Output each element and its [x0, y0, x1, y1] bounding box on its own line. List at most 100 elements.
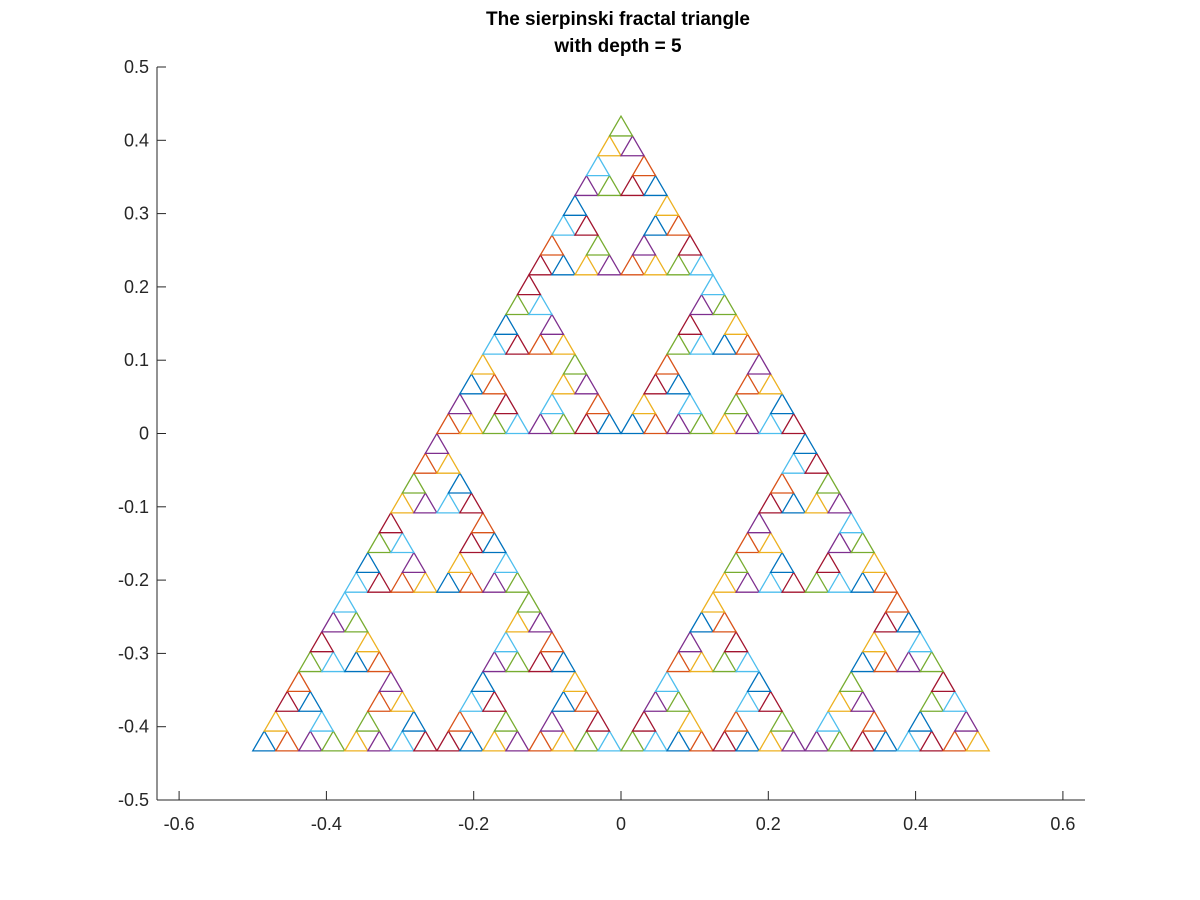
fractal-triangle — [481, 650, 508, 673]
fractal-triangle — [458, 690, 485, 712]
fractal-triangle — [481, 690, 508, 712]
fractal-triangle — [550, 253, 577, 276]
fractal-triangle — [734, 650, 761, 673]
fractal-triangle — [493, 630, 519, 653]
fractal-triangle — [780, 412, 807, 435]
fractal-triangle — [596, 134, 623, 157]
fractal-triangle — [631, 392, 657, 415]
y-tick-label: 0.3 — [124, 204, 149, 224]
fractal-triangle — [516, 273, 542, 296]
fractal-triangle — [585, 233, 611, 256]
fractal-triangle — [481, 531, 508, 554]
fractal-triangle — [527, 610, 554, 633]
y-tick-label: 0 — [139, 424, 149, 444]
fractal-triangle — [642, 729, 669, 752]
y-axis: -0.5 -0.4 -0.3 -0.2 -0.1 0 0.1 0.2 0.3 0.4 0.5 — [118, 57, 166, 810]
fractal-triangle — [470, 511, 496, 534]
fractal-triangle — [550, 729, 577, 752]
fractal-triangle — [596, 174, 623, 197]
x-axis: -0.6 -0.4 -0.2 0 0.2 0.4 0.6 — [157, 791, 1085, 834]
fractal-triangle — [804, 729, 830, 752]
fractal-triangle — [734, 531, 761, 554]
fractal-triangle — [608, 114, 634, 137]
fractal-triangle — [470, 352, 496, 375]
fractal-triangle — [596, 729, 623, 752]
fractal-triangle — [827, 729, 853, 752]
fractal-triangle — [780, 491, 807, 514]
fractal-triangle — [884, 590, 910, 613]
fractal-triangle — [792, 432, 818, 454]
fractal-triangle — [734, 571, 761, 593]
fractal-triangle — [447, 471, 473, 494]
fractal-triangle — [642, 253, 669, 276]
fractal-triangle — [631, 233, 657, 256]
fractal-triangle — [550, 412, 577, 435]
fractal-triangle — [320, 650, 346, 673]
fractal-triangle — [435, 491, 462, 514]
fractal-triangle — [711, 293, 738, 316]
fractal-triangle — [412, 491, 438, 514]
fractal-triangle — [711, 412, 738, 435]
fractal-triangle — [850, 650, 876, 673]
x-tick-label: 0.4 — [903, 814, 928, 834]
fractal-triangle — [550, 650, 577, 673]
fractal-triangle — [389, 571, 415, 593]
fractal-triangle — [780, 729, 807, 752]
fractal-triangle — [757, 729, 784, 752]
fractal-triangle — [378, 670, 404, 693]
fractal-triangle — [700, 273, 726, 296]
fractal-triangle — [850, 531, 876, 554]
fractal-triangle — [953, 709, 979, 732]
fractal-triangle — [815, 551, 841, 574]
fractal-triangle — [700, 590, 726, 613]
fractal-triangle — [493, 551, 519, 574]
fractal-triangle — [757, 491, 784, 514]
fractal-triangle — [619, 253, 646, 276]
fractal-triangle — [297, 729, 323, 752]
fractal-triangle — [355, 551, 381, 574]
y-tick-label: -0.3 — [118, 643, 149, 663]
fractal-triangle — [573, 253, 600, 276]
fractal-triangle — [527, 293, 554, 316]
fractal-triangle — [539, 709, 565, 732]
y-tick-label: -0.5 — [118, 790, 149, 810]
fractal-triangle — [481, 333, 508, 355]
fractal-triangle — [343, 610, 369, 633]
fractal-triangle — [688, 412, 715, 435]
fractal-triangle — [654, 194, 680, 216]
fractal-triangle — [527, 729, 554, 752]
fractal-triangle — [424, 432, 450, 454]
fractal-triangle — [861, 630, 887, 653]
fractal-triangle — [481, 412, 508, 435]
fractal-triangle — [642, 214, 669, 236]
fractal-triangle — [378, 511, 404, 534]
fractal-triangle — [896, 729, 922, 752]
fractal-triangle — [573, 174, 600, 197]
fractal-triangle — [965, 729, 991, 752]
fractal-triangle — [723, 313, 749, 335]
fractal-triangle — [585, 709, 611, 732]
fractal-triangle — [550, 372, 577, 395]
fractal-triangle — [907, 709, 933, 732]
fractal-triangle — [481, 372, 508, 395]
fractal-triangle — [263, 709, 289, 732]
fractal-triangle — [838, 511, 864, 534]
x-tick-label: -0.6 — [164, 814, 195, 834]
x-tick-label: -0.4 — [311, 814, 342, 834]
fractal-triangle — [366, 650, 392, 673]
fractal-triangle — [401, 471, 427, 494]
y-tick-label: 0.1 — [124, 350, 149, 370]
fractal-triangle — [827, 491, 853, 514]
fractal-triangle — [389, 491, 415, 514]
chart-title-line-2: with depth = 5 — [553, 36, 682, 57]
x-tick-label: 0.6 — [1050, 814, 1075, 834]
x-tick-label: 0 — [616, 814, 626, 834]
fractal-triangle — [746, 511, 772, 534]
fractal-triangle — [504, 333, 531, 355]
fractal-triangle — [435, 452, 462, 474]
fractal-triangle — [919, 650, 945, 673]
fractal-triangle — [769, 392, 795, 415]
fractal-triangle — [734, 690, 761, 712]
fractal-triangle — [711, 729, 738, 752]
fractal-triangle — [642, 372, 669, 395]
